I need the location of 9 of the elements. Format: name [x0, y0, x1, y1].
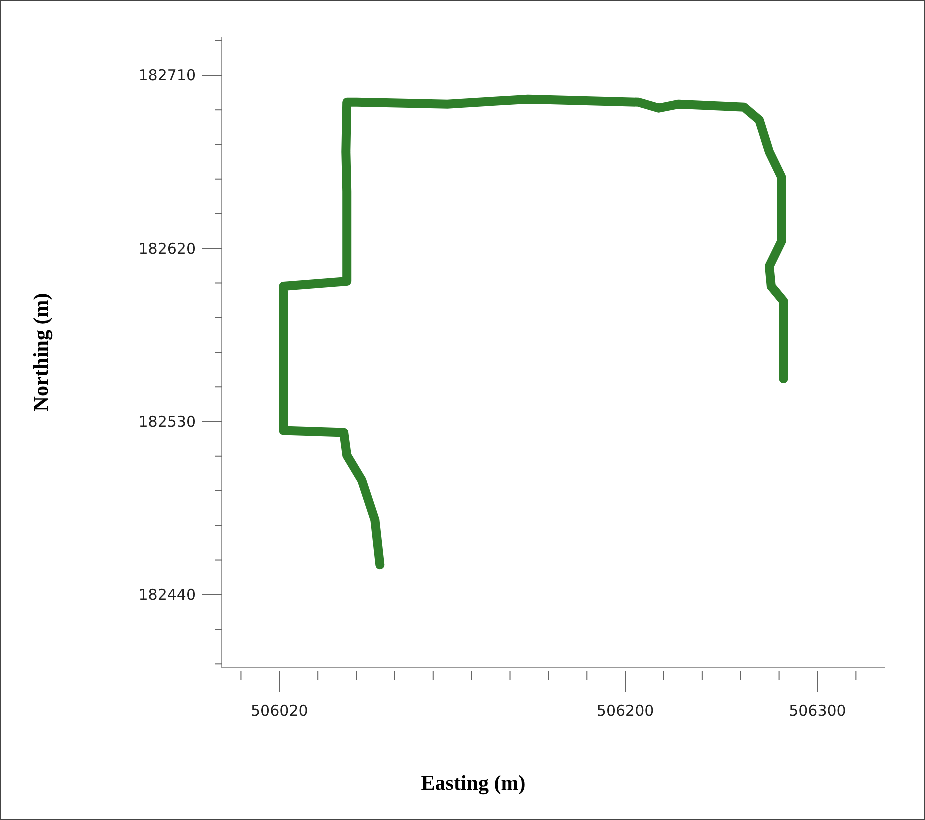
x-tick-label: 506300: [789, 702, 846, 720]
x-axis-title: Easting (m): [421, 771, 526, 795]
x-tick-label: 506200: [596, 702, 654, 720]
x-tick-label: 506020: [251, 702, 308, 720]
y-tick-label: 182530: [138, 413, 196, 432]
y-tick-label: 182710: [138, 66, 196, 85]
y-tick-label: 182620: [138, 240, 196, 258]
y-axis-title: Northing (m): [29, 293, 53, 412]
y-tick-label: 182440: [138, 586, 196, 604]
